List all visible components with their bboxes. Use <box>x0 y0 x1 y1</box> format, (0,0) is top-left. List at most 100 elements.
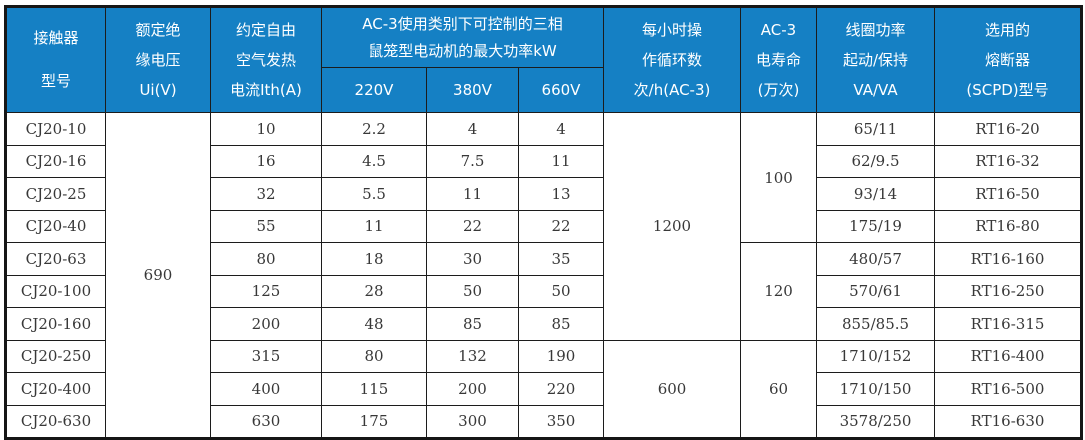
cell-fuse-model: RT16-32 <box>934 144 1083 178</box>
table-body: CJ20-10 690 10 2.2 4 4 1200 100 65/11 RT16-20 CJ20… <box>5 112 1083 439</box>
header-electrical-life: AC-3 电寿命 (万次) <box>740 6 818 113</box>
cell-coil-power: 1710/150 <box>816 372 936 406</box>
header-380v: 380V <box>426 67 519 113</box>
cell-fuse-model: RT16-250 <box>934 274 1083 308</box>
cell-thermal-current: 200 <box>210 307 322 341</box>
cell-cycles-per-hour: 600 <box>603 339 742 439</box>
cell-fuse-model: RT16-400 <box>934 339 1083 373</box>
cell-fuse-model: RT16-20 <box>934 112 1083 146</box>
header-row-1: 接触器 型号 额定绝 缘电压 Ui(V) 约定自由 空气发热 电流Ith(A) … <box>5 6 1083 113</box>
cell-coil-power: 65/11 <box>816 112 936 146</box>
cell-fuse-model: RT16-80 <box>934 209 1083 243</box>
table-row: CJ20-250 315 80 132 190 600 60 1710/152 RT16-400 <box>5 339 1083 439</box>
cell-model: CJ20-63 <box>5 242 106 276</box>
contactor-spec-table: 接触器 型号 额定绝 缘电压 Ui(V) 约定自由 空气发热 电流Ith(A) … <box>4 5 1084 440</box>
table-row: CJ20-40 55 11 22 22 175/19 RT16-80 <box>5 209 1083 243</box>
cell-model: CJ20-100 <box>5 274 106 308</box>
cell-electrical-life: 60 <box>740 339 818 439</box>
cell-electrical-life: 120 <box>740 242 818 341</box>
cell-model: CJ20-25 <box>5 177 106 211</box>
table-row: CJ20-630 630 175 300 350 3578/250 RT16-630 <box>5 404 1083 439</box>
cell-model: CJ20-16 <box>5 144 106 178</box>
cell-thermal-current: 400 <box>210 372 322 406</box>
cell-kw-220v: 48 <box>321 307 427 341</box>
cell-electrical-life: 100 <box>740 112 818 243</box>
cell-model: CJ20-630 <box>5 404 106 439</box>
cell-fuse-model: RT16-630 <box>934 404 1083 439</box>
cell-kw-380v: 300 <box>426 404 519 439</box>
cell-kw-380v: 30 <box>426 242 519 276</box>
cell-kw-220v: 18 <box>321 242 427 276</box>
header-max-power-group: AC-3使用类别下可控制的三相 鼠笼型电动机的最大功率kW <box>320 6 605 68</box>
table-row: CJ20-400 400 115 200 220 1710/150 RT16-500 <box>5 372 1083 406</box>
cell-model: CJ20-10 <box>5 112 106 146</box>
cell-coil-power: 855/85.5 <box>816 307 936 341</box>
table-row: CJ20-63 80 18 30 35 120 480/57 RT16-160 <box>5 242 1083 341</box>
cell-thermal-current: 32 <box>210 177 322 211</box>
cell-thermal-current: 10 <box>210 112 322 146</box>
cell-fuse-model: RT16-315 <box>934 307 1083 341</box>
table-row: CJ20-10 690 10 2.2 4 4 1200 100 65/11 RT16-20 <box>5 112 1083 439</box>
cell-coil-power: 3578/250 <box>816 404 936 439</box>
cell-coil-power: 93/14 <box>816 177 936 211</box>
cell-kw-380v: 132 <box>426 339 519 373</box>
cell-coil-power: 570/61 <box>816 274 936 308</box>
cell-kw-220v: 4.5 <box>321 144 427 178</box>
cell-kw-660v: 85 <box>517 307 605 341</box>
cell-cycles-per-hour: 1200 <box>603 112 742 341</box>
spec-table-container: 接触器 型号 额定绝 缘电压 Ui(V) 约定自由 空气发热 电流Ith(A) … <box>4 5 1084 440</box>
cell-rated-insulation-voltage: 690 <box>105 112 211 439</box>
table-row: CJ20-160 200 48 85 85 855/85.5 RT16-315 <box>5 307 1083 341</box>
cell-kw-380v: 22 <box>426 209 519 243</box>
cell-kw-660v: 220 <box>517 372 605 406</box>
header-row-2: 220V 380V 660V <box>6 67 1082 113</box>
header-insulation-voltage: 额定绝 缘电压 Ui(V) <box>105 6 211 113</box>
cell-kw-220v: 5.5 <box>321 177 427 211</box>
cell-fuse-model: RT16-500 <box>934 372 1083 406</box>
cell-kw-380v: 7.5 <box>426 144 519 178</box>
header-220v: 220V <box>321 67 427 113</box>
cell-kw-380v: 11 <box>426 177 519 211</box>
cell-kw-660v: 190 <box>517 339 605 373</box>
cell-coil-power: 480/57 <box>816 242 936 276</box>
cell-thermal-current: 125 <box>210 274 322 308</box>
cell-coil-power: 1710/152 <box>816 339 936 373</box>
cell-thermal-current: 16 <box>210 144 322 178</box>
cell-model: CJ20-40 <box>5 209 106 243</box>
cell-thermal-current: 315 <box>210 339 322 373</box>
cell-thermal-current: 630 <box>210 404 322 439</box>
cell-kw-660v: 35 <box>517 242 605 276</box>
header-operating-cycles: 每小时操 作循环数 次/h(AC-3) <box>603 6 742 113</box>
cell-kw-660v: 22 <box>517 209 605 243</box>
cell-kw-380v: 200 <box>426 372 519 406</box>
cell-kw-220v: 11 <box>321 209 427 243</box>
cell-model: CJ20-160 <box>5 307 106 341</box>
cell-kw-220v: 80 <box>321 339 427 373</box>
cell-kw-380v: 50 <box>426 274 519 308</box>
cell-coil-power: 62/9.5 <box>816 144 936 178</box>
table-row: CJ20-16 16 4.5 7.5 11 62/9.5 RT16-32 <box>5 144 1083 178</box>
cell-model: CJ20-400 <box>5 372 106 406</box>
cell-kw-660v: 13 <box>517 177 605 211</box>
cell-kw-220v: 2.2 <box>321 112 427 146</box>
cell-kw-380v: 85 <box>426 307 519 341</box>
cell-kw-220v: 28 <box>321 274 427 308</box>
table-row: CJ20-25 32 5.5 11 13 93/14 RT16-50 <box>5 177 1083 211</box>
cell-kw-660v: 4 <box>517 112 605 146</box>
header-fuse-model: 选用的 熔断器 (SCPD)型号 <box>934 6 1083 113</box>
cell-thermal-current: 80 <box>210 242 322 276</box>
cell-kw-220v: 115 <box>321 372 427 406</box>
header-thermal-current: 约定自由 空气发热 电流Ith(A) <box>210 6 322 113</box>
header-model: 接触器 型号 <box>5 6 106 113</box>
cell-fuse-model: RT16-50 <box>934 177 1083 211</box>
cell-kw-220v: 175 <box>321 404 427 439</box>
cell-fuse-model: RT16-160 <box>934 242 1083 276</box>
cell-model: CJ20-250 <box>5 339 106 373</box>
header-660v: 660V <box>517 67 605 113</box>
cell-kw-660v: 50 <box>517 274 605 308</box>
cell-kw-380v: 4 <box>426 112 519 146</box>
cell-thermal-current: 55 <box>210 209 322 243</box>
header-coil-power: 线圈功率 起动/保持 VA/VA <box>816 6 936 113</box>
table-row: CJ20-100 125 28 50 50 570/61 RT16-250 <box>5 274 1083 308</box>
cell-kw-660v: 350 <box>517 404 605 439</box>
